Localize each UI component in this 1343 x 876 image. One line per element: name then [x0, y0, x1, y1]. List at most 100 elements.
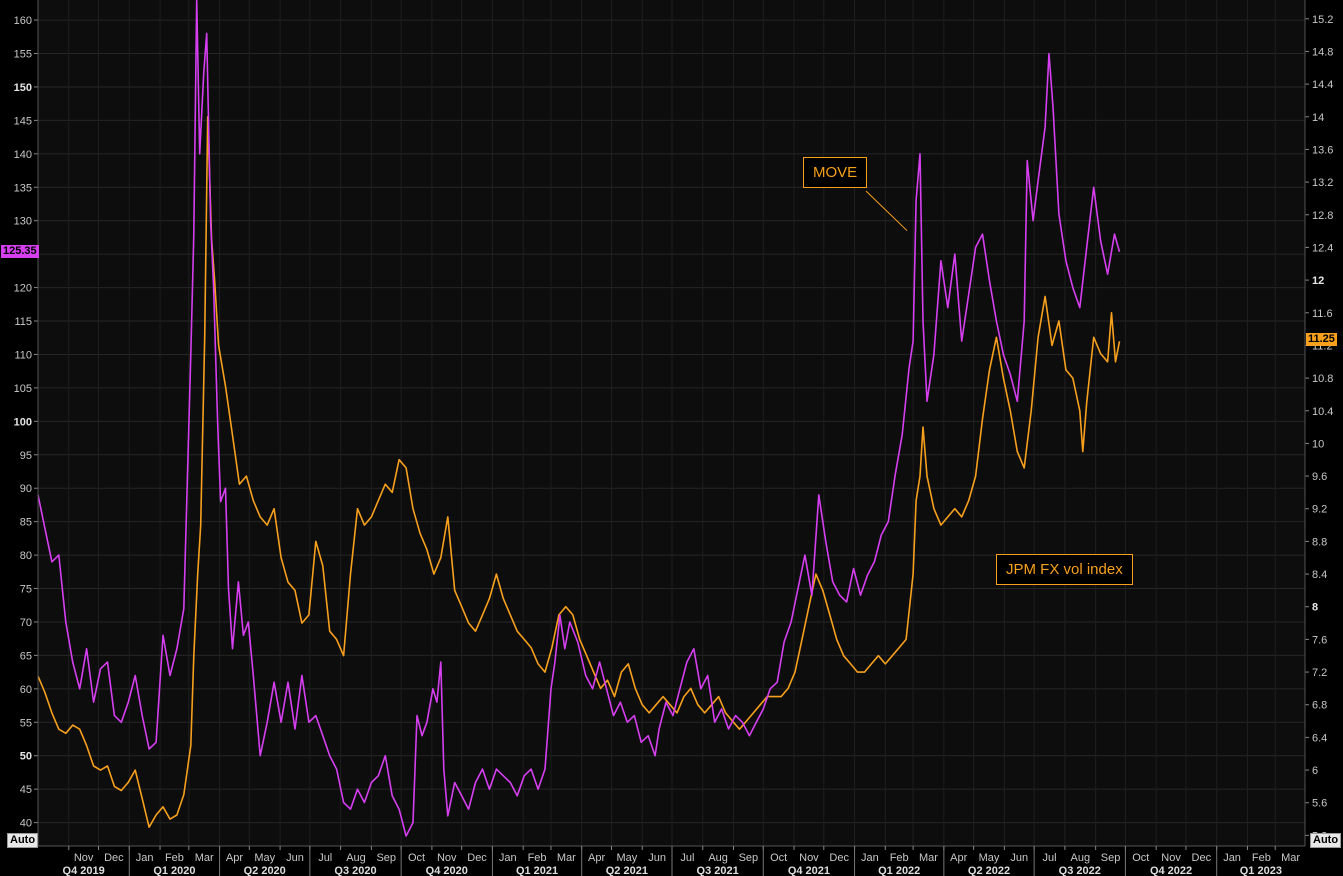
right-tick-label: 14 [1312, 112, 1324, 124]
quarter-label: Q3 2022 [1059, 865, 1101, 876]
month-label: Jan [499, 852, 517, 864]
quarter-label: Q4 2021 [788, 865, 830, 876]
month-label: Nov [437, 852, 457, 864]
month-label: Mar [919, 852, 938, 864]
right-tick-label: 5.6 [1312, 798, 1327, 810]
jpm-last-value-tag: 11.25 [1306, 333, 1337, 346]
right-tick-label: 12.8 [1312, 210, 1333, 222]
right-tick-label: 10.8 [1312, 373, 1333, 385]
right-auto-scale-button[interactable]: Auto [1310, 833, 1342, 848]
left-tick-label: 45 [20, 784, 32, 796]
series-layer [37, 0, 1121, 837]
quarter-label: Q2 2021 [606, 865, 648, 876]
month-label: Sep [1101, 852, 1121, 864]
right-tick-label: 7.2 [1312, 667, 1327, 679]
quarter-label: Q4 2022 [1150, 865, 1192, 876]
move-series-line [37, 0, 1121, 837]
left-tick-label: 150 [14, 82, 32, 94]
left-tick-label: 85 [20, 517, 32, 529]
left-axis: 40 45 50 55 60 65 70 75 80 85 90 95 100 105 110 115 120 1… [14, 0, 39, 846]
left-tick-label: 65 [20, 650, 32, 662]
left-tick-label: 160 [14, 15, 32, 27]
quarter-label: Q3 2020 [334, 865, 376, 876]
month-label: Dec [829, 852, 849, 864]
month-label: Dec [1192, 852, 1212, 864]
left-tick-label: 75 [20, 584, 32, 596]
month-label: Dec [467, 852, 487, 864]
month-label: Jan [1223, 852, 1241, 864]
month-label: Jul [680, 852, 694, 864]
month-label: May [979, 852, 1000, 864]
month-label: Jan [136, 852, 154, 864]
month-label: Sep [376, 852, 396, 864]
month-label: Jul [1042, 852, 1056, 864]
right-tick-label: 9.2 [1312, 504, 1327, 516]
month-label: Aug [346, 852, 366, 864]
month-label: Jun [1010, 852, 1028, 864]
left-tick-label: 100 [14, 416, 32, 428]
left-tick-label: 80 [20, 550, 32, 562]
right-tick-label: 9.6 [1312, 471, 1327, 483]
right-tick-label: 7.6 [1312, 634, 1327, 646]
quarter-label: Q4 2019 [63, 865, 105, 876]
right-tick-label: 10 [1312, 438, 1324, 450]
month-label: Mar [1281, 852, 1300, 864]
month-label: Feb [890, 852, 909, 864]
right-tick-label: 12.4 [1312, 242, 1333, 254]
left-tick-label: 70 [20, 617, 32, 629]
month-label: Feb [1252, 852, 1271, 864]
x-axis: Nov Dec Jan Feb Mar Apr May Jun Jul Aug Sep Oct Nov D… [38, 845, 1305, 876]
left-tick-label: 60 [20, 684, 32, 696]
right-tick-label: 14.8 [1312, 46, 1333, 58]
move-annotation: MOVE [803, 157, 868, 188]
month-label: Jul [318, 852, 332, 864]
quarter-label: Q3 2021 [697, 865, 739, 876]
right-tick-label: 6 [1312, 765, 1318, 777]
month-label: Nov [74, 852, 94, 864]
month-label: Apr [226, 852, 243, 864]
right-tick-label: 15.2 [1312, 14, 1333, 26]
month-label: Feb [528, 852, 547, 864]
month-label: Oct [770, 852, 787, 864]
left-tick-label: 40 [20, 818, 32, 830]
right-tick-label: 6.8 [1312, 700, 1327, 712]
month-label: Aug [1070, 852, 1090, 864]
left-tick-label: 105 [14, 383, 32, 395]
left-tick-label: 135 [14, 182, 32, 194]
left-tick-label: 155 [14, 49, 32, 61]
month-label: Aug [708, 852, 728, 864]
month-label: Mar [195, 852, 214, 864]
left-tick-label: 120 [14, 283, 32, 295]
month-label: Oct [1132, 852, 1149, 864]
month-label: Nov [1161, 852, 1181, 864]
quarter-label: Q4 2020 [426, 865, 468, 876]
quarter-label: Q1 2021 [516, 865, 558, 876]
month-label: Jan [861, 852, 879, 864]
right-tick-label: 12 [1312, 275, 1324, 287]
left-tick-label: 130 [14, 216, 32, 228]
left-tick-label: 140 [14, 149, 32, 161]
right-tick-label: 13.2 [1312, 177, 1333, 189]
move-annotation-leader [865, 190, 908, 232]
month-label: Nov [799, 852, 819, 864]
quarter-label: Q2 2022 [968, 865, 1010, 876]
grid-lines [38, 0, 1305, 846]
quarter-label: Q1 2023 [1240, 865, 1282, 876]
move-last-value-tag: 125.35 [1, 245, 39, 258]
left-tick-label: 95 [20, 450, 32, 462]
right-tick-label: 6.4 [1312, 732, 1327, 744]
jpm-fx-vol-annotation: JPM FX vol index [996, 554, 1133, 585]
right-tick-label: 10.4 [1312, 406, 1333, 418]
month-label: Mar [557, 852, 576, 864]
right-axis: 5.25.666.46.87.27.688.48.89.29.61010.410… [1304, 0, 1333, 846]
left-auto-scale-button[interactable]: Auto [7, 833, 39, 848]
right-tick-label: 8.4 [1312, 569, 1327, 581]
month-label: Dec [104, 852, 124, 864]
month-label: Feb [165, 852, 184, 864]
month-label: Sep [739, 852, 759, 864]
month-label: May [254, 852, 275, 864]
quarter-label: Q1 2020 [153, 865, 195, 876]
right-tick-label: 11.6 [1312, 308, 1333, 320]
month-label: Apr [588, 852, 605, 864]
